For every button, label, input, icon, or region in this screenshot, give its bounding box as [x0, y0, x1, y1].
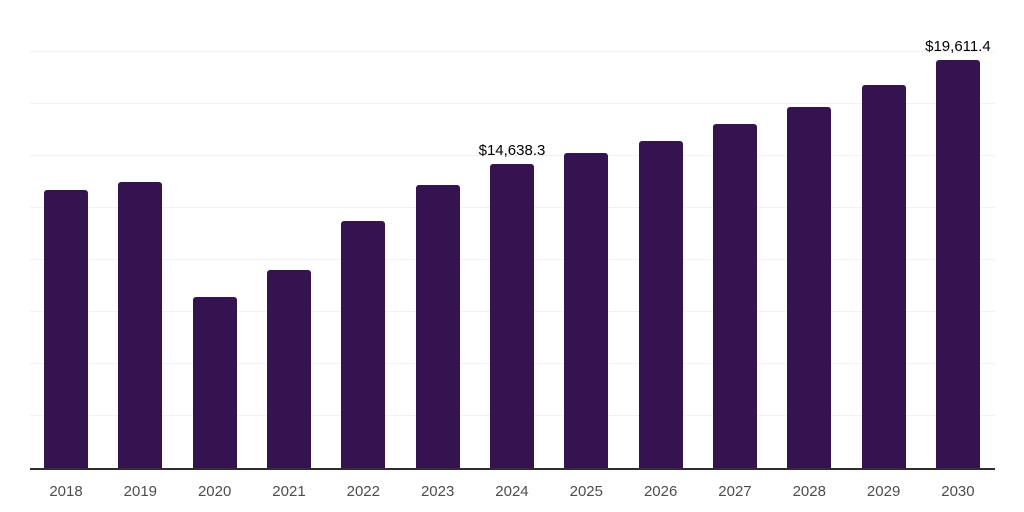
x-tick-2028: 2028	[792, 483, 826, 500]
data-label-2030: $19,611.4	[925, 38, 991, 56]
bar-2023[interactable]	[415, 184, 460, 468]
bar-group-2018	[44, 189, 88, 468]
gridline	[30, 51, 995, 52]
bar-2022[interactable]	[341, 220, 386, 468]
bar-group-2030: $19,611.4	[925, 39, 991, 468]
x-tick-2022: 2022	[346, 483, 380, 500]
bar-group-2022	[341, 220, 386, 468]
gridline	[30, 155, 995, 156]
bar-2025[interactable]	[564, 152, 609, 468]
bar-2018[interactable]	[44, 189, 88, 468]
bar-2020[interactable]	[192, 297, 237, 468]
bar-group-2024: $14,638.3	[479, 143, 545, 468]
x-tick-2023: 2023	[420, 483, 455, 500]
x-tick-2020: 2020	[197, 483, 232, 500]
bar-group-2027	[712, 123, 757, 468]
bar-group-2019	[118, 182, 163, 468]
x-tick-2018: 2018	[49, 483, 83, 500]
bar-2019[interactable]	[118, 182, 163, 468]
x-tick-2024: 2024	[495, 483, 529, 500]
bar-group-2021	[266, 269, 311, 468]
bar-2024[interactable]	[489, 163, 534, 468]
bar-group-2023	[415, 184, 460, 468]
bar-group-2020	[192, 297, 237, 468]
plot-area: $14,638.3 $19,611.4	[30, 0, 995, 470]
x-tick-2029: 2029	[866, 483, 901, 500]
data-label-2024: $14,638.3	[478, 141, 546, 159]
bar-2030[interactable]	[935, 60, 980, 468]
bar-2021[interactable]	[266, 269, 311, 468]
x-tick-2019: 2019	[123, 483, 158, 500]
bar-group-2028	[787, 106, 832, 468]
x-tick-2026: 2026	[643, 483, 678, 500]
x-tick-2027: 2027	[718, 483, 752, 500]
x-tick-2025: 2025	[569, 483, 603, 500]
bar-2029[interactable]	[861, 85, 906, 468]
gridline	[30, 103, 995, 104]
x-axis-labels: 2018 2019 2020 2021 2022 2023 2024 2025 2026 2027…	[30, 470, 995, 499]
bar-group-2029	[861, 85, 906, 468]
bar-group-2026	[638, 141, 683, 468]
x-tick-2030: 2030	[941, 483, 975, 500]
bar-2027[interactable]	[712, 123, 757, 468]
bar-group-2025	[564, 152, 609, 468]
x-tick-2021: 2021	[272, 483, 306, 500]
bars-row: $14,638.3 $19,611.4	[44, 0, 991, 468]
bar-2028[interactable]	[787, 106, 832, 468]
bar-2026[interactable]	[638, 141, 683, 468]
